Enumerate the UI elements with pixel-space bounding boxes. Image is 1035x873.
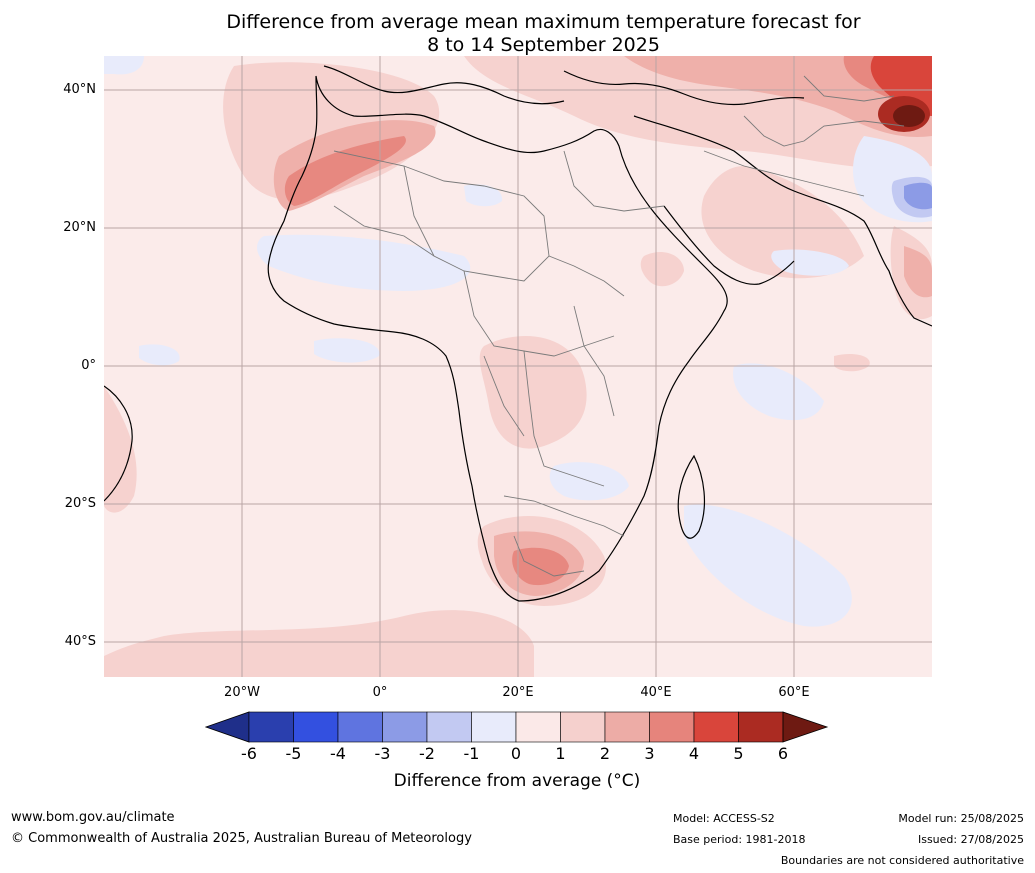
colorbar-cell <box>649 711 695 743</box>
colorbar-tick-label: 0 <box>510 744 522 763</box>
lon-label-20e: 20°E <box>502 685 534 700</box>
colorbar-tick-label: -3 <box>374 744 391 763</box>
copyright-text: © Commonwealth of Australia 2025, Austra… <box>11 831 472 846</box>
colorbar-cell <box>693 711 739 743</box>
colorbar-tick-label: 4 <box>688 744 700 763</box>
colorbar-tick-label: 5 <box>733 744 744 763</box>
colorbar <box>205 711 829 743</box>
lat-label-20s: 20°S <box>64 496 96 511</box>
lon-label-60e: 60°E <box>778 685 810 700</box>
colorbar-extend-low <box>205 711 250 743</box>
colorbar-cell <box>471 711 517 743</box>
colorbar-tick-label: 2 <box>599 744 611 763</box>
country-borders <box>333 75 905 577</box>
colorbar-cell <box>738 711 784 743</box>
lat-label-0: 0° <box>81 358 96 373</box>
lat-label-40n: 40°N <box>63 82 96 97</box>
model-text: Model: ACCESS-S2 <box>673 812 775 825</box>
anomaly-4-plus-regions <box>870 56 932 132</box>
anomaly-neg-3-2-regions <box>904 182 932 210</box>
colorbar-cell <box>426 711 472 743</box>
lon-label-0: 0° <box>372 685 388 700</box>
colorbar-extend-high <box>782 711 829 743</box>
disclaimer-text: Boundaries are not considered authoritat… <box>780 854 1024 867</box>
base-period-text: Base period: 1981-2018 <box>673 833 806 846</box>
colorbar-cell <box>515 711 561 743</box>
graticule <box>104 56 932 677</box>
colorbar-cells <box>205 711 829 743</box>
colorbar-cell <box>560 711 606 743</box>
colorbar-cell <box>337 711 383 743</box>
map-subtitle: 8 to 14 September 2025 <box>427 34 660 56</box>
temperature-anomaly-map <box>104 56 932 677</box>
model-run-text: Model run: 25/08/2025 <box>898 812 1024 825</box>
colorbar-cell <box>382 711 428 743</box>
lat-label-40s: 40°S <box>64 634 96 649</box>
colorbar-tick-label: -6 <box>241 744 257 763</box>
colorbar-tick-label: -2 <box>419 744 435 763</box>
lon-label-40e: 40°E <box>640 685 672 700</box>
colorbar-tick-label: -5 <box>285 744 302 763</box>
colorbar-tick-label: -4 <box>330 744 346 763</box>
issued-text: Issued: 27/08/2025 <box>917 833 1024 846</box>
colorbar-tick-label: 1 <box>555 744 566 763</box>
colorbar-cell <box>248 711 294 743</box>
colorbar-tick-label: -1 <box>463 744 480 763</box>
colorbar-cell <box>293 711 339 743</box>
colorbar-tick-label: 3 <box>644 744 655 763</box>
coastlines <box>104 65 932 602</box>
lon-label-20w: 20°W <box>224 685 260 700</box>
colorbar-tick-label: 6 <box>777 744 789 763</box>
colorbar-label: Difference from average (°C) <box>393 771 641 791</box>
map-svg <box>104 56 932 677</box>
website-text: www.bom.gov.au/climate <box>11 810 175 825</box>
map-title: Difference from average mean maximum tem… <box>226 11 861 33</box>
colorbar-cell <box>604 711 650 743</box>
lat-label-20n: 20°N <box>63 220 96 235</box>
